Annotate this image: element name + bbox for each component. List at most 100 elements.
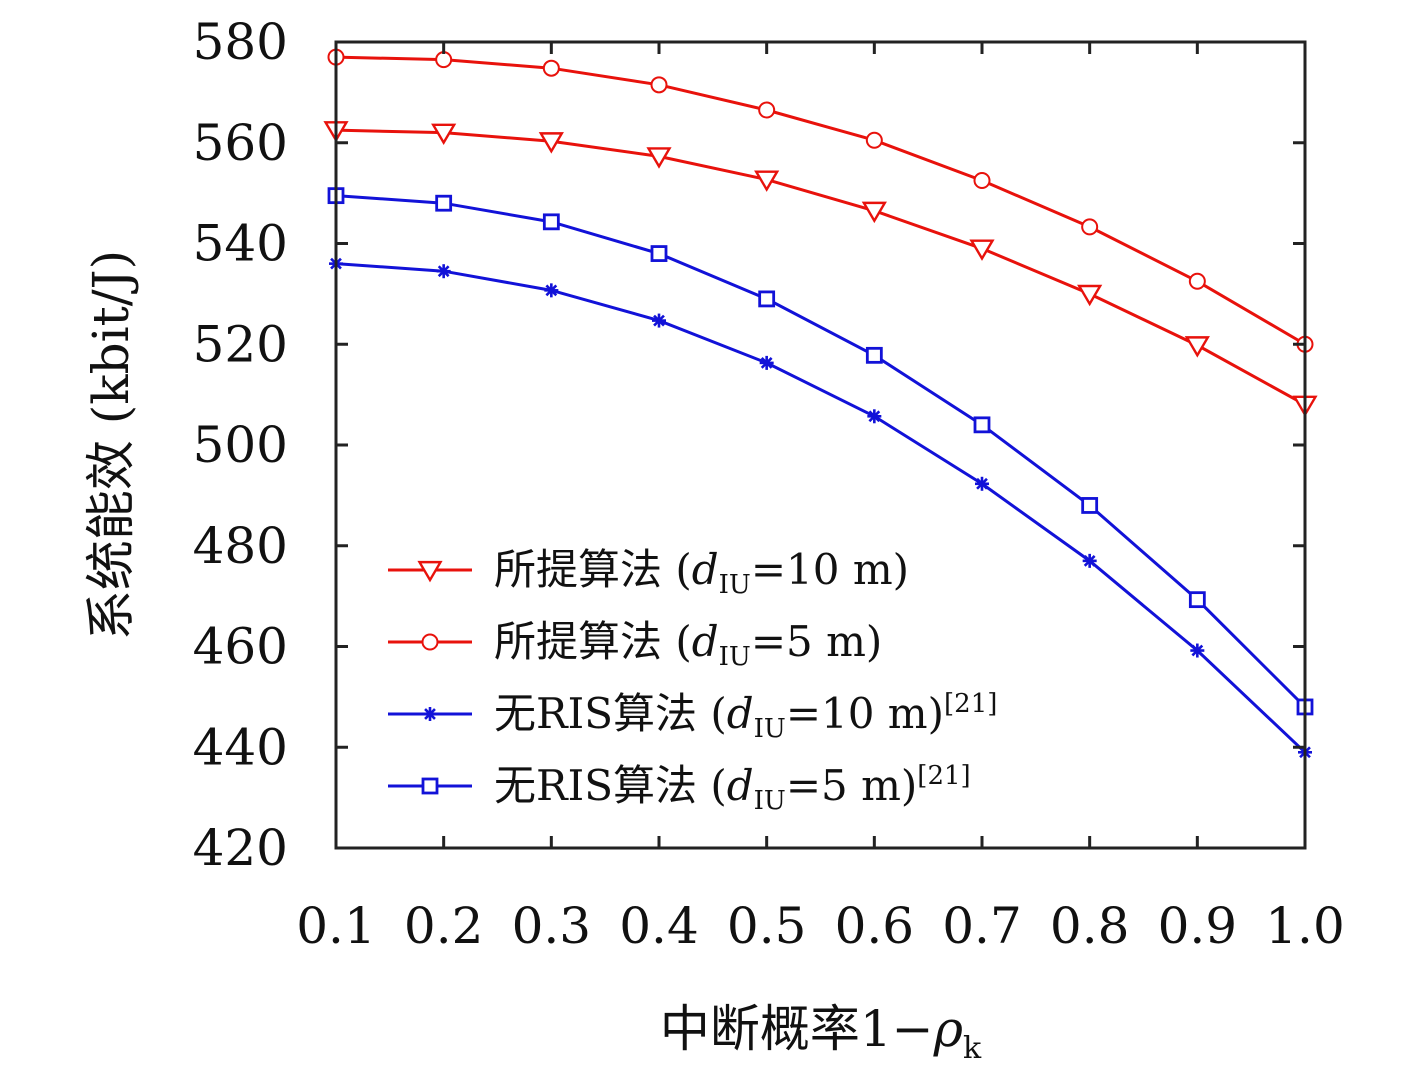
series-1-line xyxy=(335,128,1306,407)
legend-label: 无RIS算法 (dIU=5 m)[21] xyxy=(494,761,971,816)
x-axis-label-main: 中断概率1− xyxy=(660,1000,934,1058)
series-1-point-shape xyxy=(646,147,672,169)
series-2-point-shape xyxy=(973,172,991,190)
series-layer xyxy=(323,48,1318,760)
series-4-point xyxy=(865,346,883,364)
series-1-point xyxy=(1077,284,1103,307)
legend: 所提算法 (dIU=10 m)所提算法 (dIU=5 m)无RIS算法 (dIU… xyxy=(388,545,997,816)
legend-label-sub: IU xyxy=(719,642,751,672)
series-3-point-stroke xyxy=(760,357,773,369)
series-4-point xyxy=(1188,591,1206,609)
legend-label: 无RIS算法 (dIU=10 m)[21] xyxy=(494,689,997,744)
series-4-point-shape xyxy=(1188,591,1206,609)
legend-label-prefix: 所提算法 ( xyxy=(494,617,692,666)
series-4-point-shape xyxy=(1081,497,1099,514)
legend-marker-stroke xyxy=(424,708,436,720)
legend-label-prefix: 所提算法 ( xyxy=(494,545,692,594)
legend-marker xyxy=(421,633,439,651)
legend-item-1: 所提算法 (dIU=10 m) xyxy=(388,545,909,600)
y-tick-label: 580 xyxy=(193,13,288,71)
x-axis-label-symbol: ρ xyxy=(933,1000,964,1058)
y-tick-label: 480 xyxy=(193,517,288,575)
series-2-point xyxy=(542,59,560,77)
y-tick-label: 540 xyxy=(193,215,288,273)
series-4-point xyxy=(650,245,668,262)
legend-label-sub: IU xyxy=(754,714,786,744)
legend-label-ref: [21] xyxy=(944,689,997,719)
series-1-point xyxy=(861,201,887,224)
series-2-point-shape xyxy=(1188,272,1206,290)
y-tick-label: 500 xyxy=(193,416,288,474)
series-3-point-stroke xyxy=(437,265,450,278)
x-tick-label: 0.3 xyxy=(512,897,592,955)
series-2-point-shape xyxy=(542,59,560,77)
x-tick-label: 1.0 xyxy=(1265,897,1345,955)
legend-marker-shape xyxy=(421,633,439,651)
series-4-point-shape xyxy=(542,213,560,231)
series-1-point xyxy=(538,132,564,154)
legend-item-4: 无RIS算法 (dIU=5 m)[21] xyxy=(388,761,971,816)
legend-label-suffix: =10 m) xyxy=(751,545,909,594)
legend-label-sub: IU xyxy=(719,570,751,600)
series-4-point-shape xyxy=(650,245,668,262)
legend-label-prefix: 无RIS算法 ( xyxy=(494,761,727,810)
y-tick-label: 520 xyxy=(193,315,288,373)
series-4-point-shape xyxy=(435,194,453,212)
series-3-point-stroke xyxy=(653,314,665,327)
series-4-point-shape xyxy=(758,290,776,308)
x-tick-label: 0.2 xyxy=(404,897,484,955)
series-3-point xyxy=(652,313,666,328)
series-1-point-shape xyxy=(754,170,780,192)
legend-label-var: d xyxy=(692,617,719,666)
series-1-point xyxy=(969,239,995,261)
series-2-point-shape xyxy=(650,76,668,94)
series-4-point xyxy=(542,213,560,231)
legend-item-3: 无RIS算法 (dIU=10 m)[21] xyxy=(388,689,997,744)
x-tick-label: 0.1 xyxy=(296,897,376,955)
ticks-layer: 420 440 460 480 500 520 540 560 580 0.1 0.2 0.3 0.4 0… xyxy=(193,13,1345,955)
x-tick-label: 0.9 xyxy=(1158,897,1238,955)
series-3-point xyxy=(1082,553,1097,568)
series-2-point xyxy=(758,101,776,119)
legend-label-suffix: =5 m) xyxy=(751,617,882,666)
series-4-line xyxy=(335,194,1307,709)
legend-label: 所提算法 (dIU=5 m) xyxy=(494,617,882,672)
x-tick-label: 0.4 xyxy=(619,897,699,955)
x-tick-label: 0.5 xyxy=(727,897,807,955)
series-1-point xyxy=(754,170,780,192)
x-tick-label: 0.8 xyxy=(1050,897,1130,955)
legend-label-var: d xyxy=(727,689,754,738)
legend-label: 所提算法 (dIU=10 m) xyxy=(494,545,909,600)
series-3-point-stroke xyxy=(1191,644,1204,657)
legend-label-suffix: =10 m) xyxy=(786,689,944,738)
series-4-point xyxy=(435,194,453,212)
legend-marker xyxy=(421,777,439,795)
series-2 xyxy=(327,48,1314,353)
series-3-point xyxy=(436,264,451,279)
series-3 xyxy=(329,256,1312,760)
series-4-point xyxy=(973,416,991,434)
series-1 xyxy=(323,121,1318,418)
series-2-point xyxy=(865,131,883,149)
legend-label-var: d xyxy=(727,761,754,810)
series-3-point xyxy=(1190,643,1205,658)
legend-marker xyxy=(423,707,437,721)
series-1-point xyxy=(431,123,457,146)
series-2-point-shape xyxy=(758,101,776,119)
legend-label-sub: IU xyxy=(754,786,786,816)
series-3-point-stroke xyxy=(1083,554,1096,567)
series-1-point xyxy=(1184,336,1210,358)
series-1-point-shape xyxy=(1077,284,1103,307)
series-2-point-shape xyxy=(865,131,883,149)
series-2-point-shape xyxy=(435,51,453,69)
series-3-point-stroke xyxy=(976,477,988,490)
x-tick-label: 0.7 xyxy=(942,897,1022,955)
series-4-point xyxy=(1081,497,1099,514)
legend-marker-shape xyxy=(421,777,439,795)
y-tick-label: 460 xyxy=(193,618,288,676)
series-2-point xyxy=(435,51,453,69)
series-2-point-shape xyxy=(1081,218,1099,236)
series-2-point xyxy=(650,76,668,94)
series-4-point xyxy=(758,290,776,308)
